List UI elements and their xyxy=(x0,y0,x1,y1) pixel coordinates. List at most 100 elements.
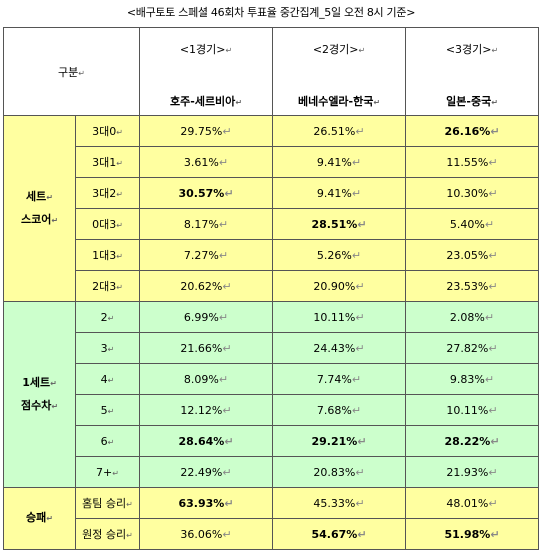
percentage-value: 23.05% xyxy=(446,248,489,262)
value-cell: 9.41%↵ xyxy=(272,146,407,178)
value-cell: 26.16%↵ xyxy=(405,115,540,147)
percentage-value: 20.83% xyxy=(313,465,356,479)
group-label-line1: 세트 xyxy=(26,189,47,203)
percentage-value: 10.11% xyxy=(446,403,489,417)
row-label-cell: 2대3↵ xyxy=(74,270,141,302)
value-cell: 3.61%↵ xyxy=(139,146,274,178)
percentage-value: 7.74% xyxy=(316,372,352,386)
value-cell: 27.82%↵ xyxy=(405,332,540,364)
row-label-cell: 5↵ xyxy=(74,394,141,426)
value-cell: 45.33%↵ xyxy=(272,487,407,519)
table-row: 2대3↵ 20.62%↵ 20.90%↵ 23.53%↵ xyxy=(4,270,540,302)
value-cell: 29.75%↵ xyxy=(139,115,274,147)
percentage-value: 22.49% xyxy=(180,465,223,479)
row-label: 1대3 xyxy=(92,249,117,262)
table-row: 3↵ 21.66%↵ 24.43%↵ 27.82%↵ xyxy=(4,332,540,364)
table-row: 5↵ 12.12%↵ 7.68%↵ 10.11%↵ xyxy=(4,394,540,426)
win-loss-label-cell: 승패↵ xyxy=(3,487,76,550)
row-label: 7+ xyxy=(96,465,113,479)
percentage-value: 63.93% xyxy=(178,496,225,510)
value-cell: 7.74%↵ xyxy=(272,363,407,395)
header-label: 구분 xyxy=(58,65,79,79)
row-label-cell: 4↵ xyxy=(74,363,141,395)
value-cell: 63.93%↵ xyxy=(139,487,274,519)
table-row: 6↵ 28.64%↵ 29.21%↵ 28.22%↵ xyxy=(4,425,540,457)
value-cell: 5.40%↵ xyxy=(405,208,540,240)
percentage-value: 29.21% xyxy=(311,434,358,448)
table-row: 1대3↵ 7.27%↵ 5.26%↵ 23.05%↵ xyxy=(4,239,540,271)
row-label-cell: 0대3↵ xyxy=(74,208,141,240)
vote-rate-table: 구분↵ <1경기>↵ 호주-세르비아↵ <2경기>↵ 베네수엘라-한국↵ <3경… xyxy=(2,27,540,550)
row-label: 원정 승리 xyxy=(82,528,127,541)
row-label-cell: 6↵ xyxy=(74,425,141,457)
percentage-value: 23.53% xyxy=(446,279,489,293)
value-cell: 21.66%↵ xyxy=(139,332,274,364)
row-label: 2 xyxy=(100,310,108,324)
table-row: 0대3↵ 8.17%↵ 28.51%↵ 5.40%↵ xyxy=(4,208,540,240)
row-label: 0대3 xyxy=(92,218,117,231)
row-label: 3대2 xyxy=(92,187,117,200)
row-label: 3대0 xyxy=(92,125,117,138)
percentage-value: 36.06% xyxy=(180,527,223,541)
value-cell: 7.68%↵ xyxy=(272,394,407,426)
table-row: 승패↵ 홈팀 승리↵ 63.93%↵ 45.33%↵ 48.01%↵ xyxy=(3,487,540,550)
value-cell: 28.51%↵ xyxy=(272,208,407,240)
value-cell: 28.22%↵ xyxy=(405,425,540,457)
table-row: 3대1↵ 3.61%↵ 9.41%↵ 11.55%↵ xyxy=(4,146,540,178)
value-cell: 20.62%↵ xyxy=(139,270,274,302)
point-diff-label-cell: 1세트↵ 점수차↵ xyxy=(3,301,76,488)
value-cell: 30.57%↵ xyxy=(139,177,274,209)
percentage-value: 28.64% xyxy=(178,434,225,448)
percentage-value: 28.51% xyxy=(311,217,358,231)
percentage-value: 8.09% xyxy=(183,372,219,386)
group-label-line2: 점수차 xyxy=(20,398,52,412)
header-game-1: <1경기>↵ 호주-세르비아↵ xyxy=(139,27,274,116)
header-row: 구분↵ <1경기>↵ 호주-세르비아↵ <2경기>↵ 베네수엘라-한국↵ <3경… xyxy=(2,27,540,116)
value-cell: 8.17%↵ xyxy=(139,208,274,240)
table-title: <배구토토 스페셜 46회차 투표율 중간집계_5일 오전 8시 기준> xyxy=(126,6,416,19)
row-label-cell: 7+↵ xyxy=(74,456,141,488)
percentage-value: 5.26% xyxy=(316,248,352,262)
percentage-value: 3.61% xyxy=(183,155,219,169)
value-cell: 36.06%↵ xyxy=(139,518,274,550)
header-label-cell: 구분↵ xyxy=(2,27,141,116)
row-label: 4 xyxy=(100,372,108,386)
row-label-cell: 1대3↵ xyxy=(74,239,141,271)
percentage-value: 20.90% xyxy=(313,279,356,293)
group-label-line1: 1세트 xyxy=(22,375,51,389)
percentage-value: 28.22% xyxy=(444,434,491,448)
row-label: 3대1 xyxy=(92,156,117,169)
percentage-value: 24.43% xyxy=(313,341,356,355)
percentage-value: 26.16% xyxy=(444,124,491,138)
row-label: 5 xyxy=(100,403,108,417)
percentage-value: 7.68% xyxy=(316,403,352,417)
game-1-label: <1경기> xyxy=(179,42,226,56)
value-cell: 10.11%↵ xyxy=(405,394,540,426)
percentage-value: 27.82% xyxy=(446,341,489,355)
percentage-value: 6.99% xyxy=(183,310,219,324)
percentage-value: 10.11% xyxy=(313,310,356,324)
percentage-value: 21.93% xyxy=(446,465,489,479)
value-cell: 28.64%↵ xyxy=(139,425,274,457)
row-label: 3 xyxy=(100,341,108,355)
row-label-cell: 3대0↵ xyxy=(74,115,141,147)
value-cell: 8.09%↵ xyxy=(139,363,274,395)
value-cell: 9.83%↵ xyxy=(405,363,540,395)
table-row: 3대2↵ 30.57%↵ 9.41%↵ 10.30%↵ xyxy=(4,177,540,209)
row-label-cell: 3↵ xyxy=(74,332,141,364)
value-cell: 54.67%↵ xyxy=(272,518,407,550)
percentage-value: 10.30% xyxy=(446,186,489,200)
value-cell: 5.26%↵ xyxy=(272,239,407,271)
header-game-3: <3경기>↵ 일본-중국↵ xyxy=(405,27,540,116)
percentage-value: 51.98% xyxy=(444,527,491,541)
percentage-value: 8.17% xyxy=(183,217,219,231)
header-game-2: <2경기>↵ 베네수엘라-한국↵ xyxy=(272,27,407,116)
group-label-line2: 스코어 xyxy=(20,212,52,226)
row-label: 2대3 xyxy=(92,280,117,293)
value-cell: 12.12%↵ xyxy=(139,394,274,426)
row-label: 6 xyxy=(100,434,108,448)
percentage-value: 11.55% xyxy=(446,155,489,169)
value-cell: 7.27%↵ xyxy=(139,239,274,271)
row-label-cell: 2↵ xyxy=(74,301,141,333)
row-label-cell: 홈팀 승리↵ xyxy=(74,487,141,519)
